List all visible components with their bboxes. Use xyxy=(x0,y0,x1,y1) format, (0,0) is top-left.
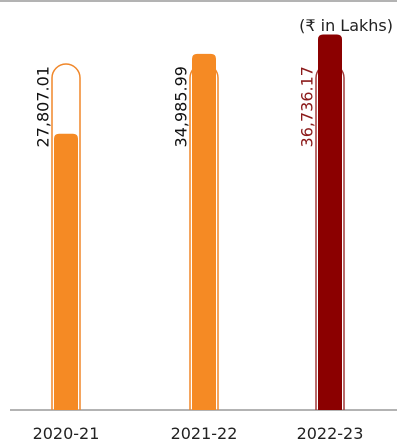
bars-group: 27,807.01 2020-21 34,985.99 2021-22 36,736.1… xyxy=(33,34,364,443)
value-label-2021-22: 34,985.99 xyxy=(172,66,191,147)
value-label-2020-21: 27,807.01 xyxy=(34,66,53,147)
bar-2022-23 xyxy=(318,34,342,410)
category-label-2020-21: 2020-21 xyxy=(33,424,100,443)
bar-2020-21 xyxy=(54,133,78,410)
unit-note: (₹ in Lakhs) xyxy=(299,16,393,35)
category-label-2021-22: 2021-22 xyxy=(171,424,238,443)
category-label-2022-23: 2022-23 xyxy=(297,424,364,443)
bar-outline-2020-21 xyxy=(51,63,81,410)
bar-2021-22 xyxy=(192,53,216,411)
value-label-2022-23: 36,736.17 xyxy=(298,66,317,147)
